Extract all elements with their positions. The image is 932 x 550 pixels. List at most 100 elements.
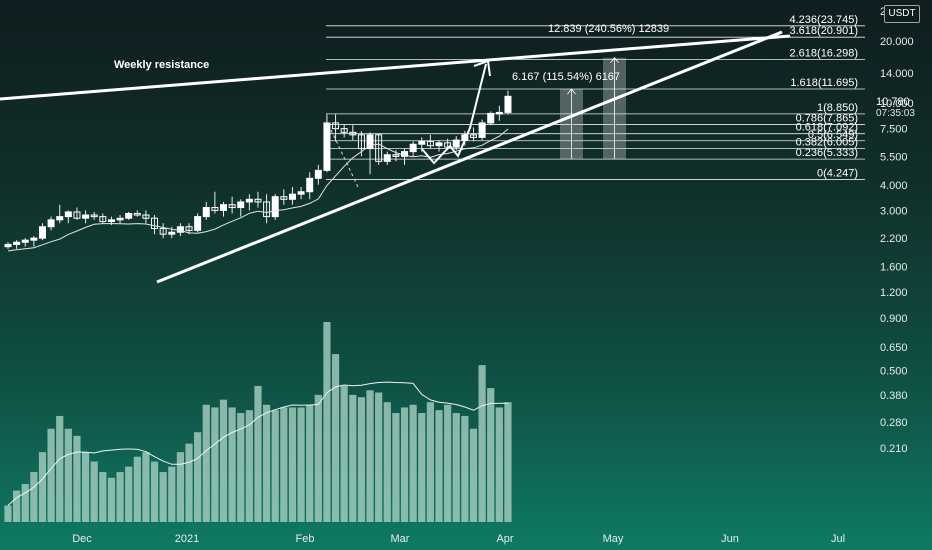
y-tick-label: 20.000 [880,36,914,48]
moving-average-line [7,128,509,252]
volume-bar [125,466,133,522]
candle-body [340,128,348,133]
volume-bar [142,452,150,522]
candle [409,141,417,157]
candle [151,215,159,235]
candle [21,238,29,247]
candle [185,223,193,235]
volume-bar [288,407,297,522]
candle-body [435,142,443,147]
volume-bar [271,410,279,522]
volume-bar [228,407,236,522]
weekly-resistance-line [0,34,791,101]
candlesticks [4,90,512,252]
volume-bar [409,404,417,522]
y-tick-label: 4.000 [880,180,908,192]
candle-body [38,226,46,239]
candle [349,125,357,141]
y-tick-label: 5.500 [880,151,908,163]
candle [228,196,236,214]
x-tick-label: Dec [72,533,92,545]
y-tick-label: 14.000 [880,68,914,80]
candle [125,211,133,220]
candle [13,240,21,249]
candle [99,213,107,224]
candle [366,132,374,175]
candle-body [21,239,29,243]
candle-body [176,226,184,233]
candle-body [185,226,193,231]
fib-level-label: 1.618(11.695) [790,77,858,89]
fib-level-label: 3.618(20.901) [790,25,859,37]
currency-badge[interactable]: USDT [884,5,920,23]
volume-bar [4,505,12,522]
x-tick-label: Mar [391,533,410,545]
candle-body [13,241,21,245]
fib-level-label: 4.236(23.745) [790,14,859,26]
projection-arrow-head [567,88,576,95]
candle [220,201,227,217]
candle-body [107,219,115,223]
x-tick-label: 2021 [175,533,199,545]
candle [211,191,219,214]
volume-bar [392,413,400,522]
candle [314,164,322,185]
volume-bar [469,428,478,522]
candle-body [211,207,219,211]
volume-average-line [7,381,509,506]
time-axis[interactable]: Dec 2021 Feb Mar Apr May Jun Jul [72,533,845,545]
projected-path-arrowhead [473,59,491,77]
volume-bar [461,415,469,522]
candle [297,187,305,200]
volume-bar [400,407,409,522]
candle [73,207,81,220]
volume-bar [418,413,426,522]
volume-bar [107,477,116,522]
candle-body [168,231,176,235]
y-tick-label: 1.200 [880,287,908,299]
volume-bar [150,461,159,522]
fib-level-label: 0.236(5.333) [796,147,858,159]
candle-body [357,134,365,150]
candle-body [418,140,426,145]
candle [504,90,512,115]
volume-bar [73,435,81,522]
candle [271,194,279,220]
candle [288,187,296,205]
volume-bar [202,404,210,522]
candle [375,133,383,165]
volume-bar [331,354,340,522]
candle-body [504,95,512,113]
volume-bar [185,443,193,522]
last-price-value: 10.780 [876,96,910,108]
volume-bar [263,404,271,522]
candle [133,210,141,217]
volume-bar [280,407,288,522]
x-tick-label: Feb [296,533,315,545]
volume-bar [176,452,184,522]
y-tick-label: 0.210 [880,443,908,455]
price-axis[interactable]: 28.00020.00014.00010.0007.5005.5004.0003… [880,6,914,455]
candle-body [426,140,434,147]
candle [116,215,124,224]
volume-bar [133,456,141,522]
candle-body [332,122,340,130]
measure-dashed-line [330,129,360,190]
candle [435,140,443,152]
candle [323,114,331,173]
candle [263,194,271,224]
candle-body [133,212,141,216]
volume-bar [56,415,64,522]
candle [280,189,288,205]
candle-body [73,211,81,219]
y-tick-label: 10.000 [880,98,914,110]
volume-bar [13,490,21,522]
candle [56,204,64,224]
candle-body [4,243,12,248]
y-tick-label: 0.380 [880,390,908,402]
candle [82,210,90,224]
y-tick-label: 0.500 [880,365,908,377]
fib-level-label: 0.786(7.865) [796,112,858,124]
candle [47,216,55,231]
candle [194,213,202,233]
